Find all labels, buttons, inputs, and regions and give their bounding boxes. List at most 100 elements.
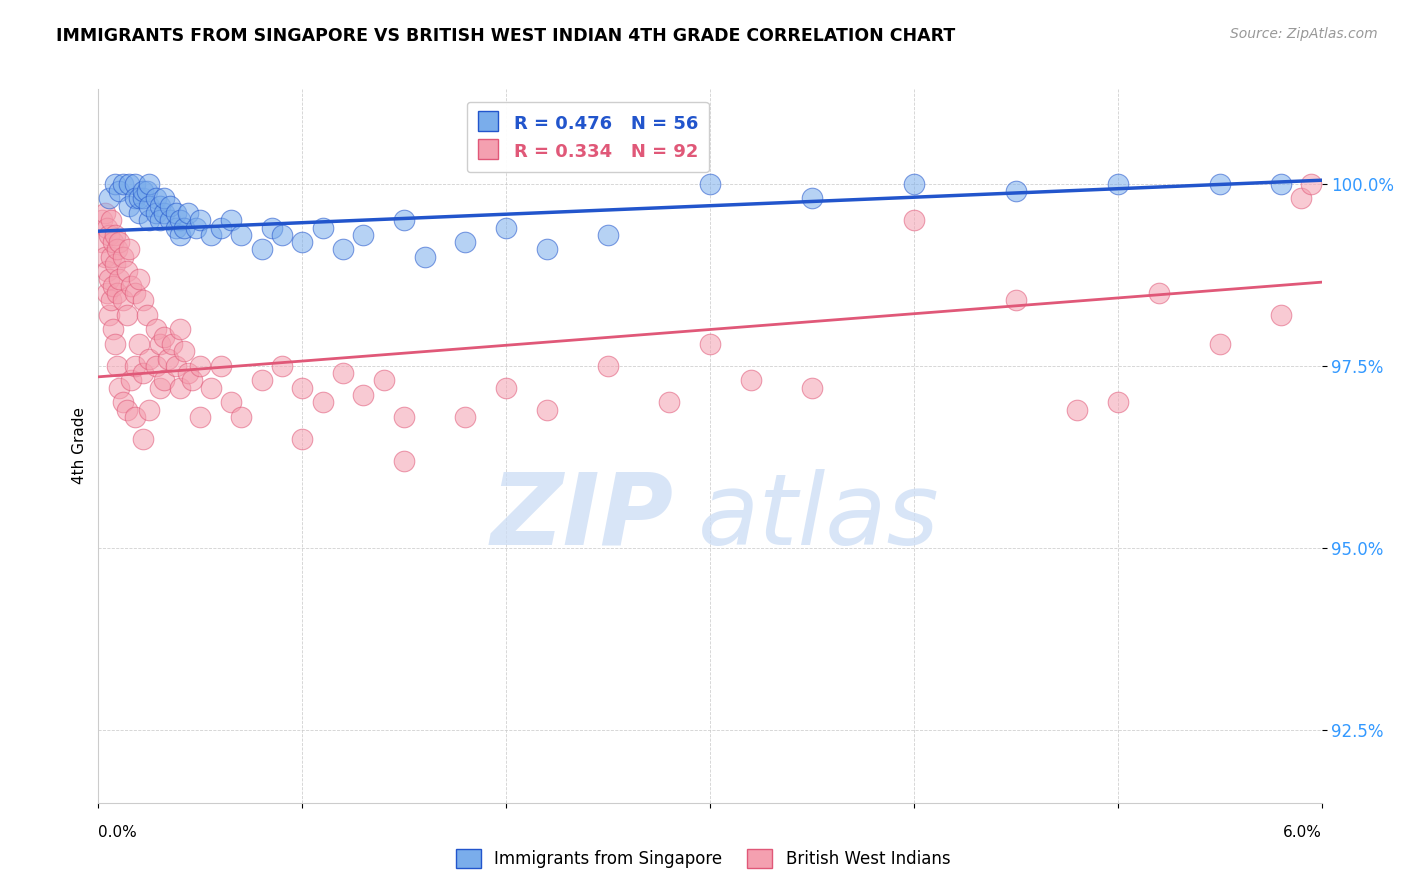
Point bbox=[1291, 191, 1313, 205]
Point bbox=[96, 286, 118, 301]
Point bbox=[132, 293, 155, 308]
Point bbox=[165, 206, 187, 220]
Point bbox=[152, 330, 174, 344]
Point bbox=[108, 235, 131, 249]
Point bbox=[136, 308, 159, 322]
Point bbox=[1301, 177, 1323, 191]
Point bbox=[104, 177, 127, 191]
Point bbox=[115, 402, 138, 417]
Point bbox=[128, 271, 150, 285]
Point bbox=[145, 191, 167, 205]
Point bbox=[104, 257, 127, 271]
Point bbox=[159, 213, 181, 227]
Point bbox=[165, 359, 187, 373]
Point bbox=[152, 206, 174, 220]
Point bbox=[495, 220, 517, 235]
Point bbox=[1066, 402, 1088, 417]
Point bbox=[118, 199, 141, 213]
Point bbox=[169, 381, 191, 395]
Point bbox=[200, 227, 222, 242]
Point bbox=[105, 286, 128, 301]
Point bbox=[152, 191, 174, 205]
Point bbox=[96, 264, 118, 278]
Point bbox=[173, 344, 195, 359]
Point bbox=[100, 293, 122, 308]
Point bbox=[1270, 177, 1292, 191]
Point bbox=[160, 337, 183, 351]
Point bbox=[108, 381, 131, 395]
Point bbox=[454, 235, 477, 249]
Point bbox=[260, 220, 283, 235]
Y-axis label: 4th Grade: 4th Grade bbox=[72, 408, 87, 484]
Point bbox=[128, 337, 150, 351]
Point bbox=[291, 432, 314, 446]
Point bbox=[111, 293, 134, 308]
Text: atlas: atlas bbox=[697, 469, 939, 566]
Point bbox=[124, 177, 146, 191]
Text: 6.0%: 6.0% bbox=[1282, 825, 1322, 840]
Point bbox=[352, 227, 374, 242]
Point bbox=[169, 213, 191, 227]
Point bbox=[413, 250, 436, 264]
Point bbox=[128, 191, 150, 205]
Point bbox=[149, 213, 172, 227]
Point bbox=[801, 191, 824, 205]
Point bbox=[209, 220, 232, 235]
Point bbox=[1004, 184, 1026, 198]
Point bbox=[101, 278, 124, 293]
Point bbox=[132, 366, 155, 380]
Point bbox=[209, 359, 232, 373]
Point bbox=[250, 374, 273, 388]
Point bbox=[392, 409, 416, 424]
Point bbox=[1208, 177, 1230, 191]
Point bbox=[97, 191, 120, 205]
Point bbox=[159, 199, 181, 213]
Point bbox=[149, 381, 172, 395]
Point bbox=[138, 199, 160, 213]
Text: Source: ZipAtlas.com: Source: ZipAtlas.com bbox=[1230, 27, 1378, 41]
Point bbox=[118, 177, 141, 191]
Point bbox=[454, 409, 477, 424]
Point bbox=[124, 409, 146, 424]
Point bbox=[270, 227, 292, 242]
Point bbox=[128, 206, 150, 220]
Point bbox=[152, 374, 174, 388]
Point bbox=[250, 243, 273, 257]
Point bbox=[188, 213, 211, 227]
Point bbox=[97, 308, 120, 322]
Point bbox=[903, 177, 925, 191]
Point bbox=[100, 250, 122, 264]
Point bbox=[311, 395, 335, 409]
Point bbox=[138, 213, 160, 227]
Point bbox=[111, 395, 134, 409]
Point bbox=[173, 220, 195, 235]
Point bbox=[91, 213, 114, 227]
Point bbox=[124, 286, 146, 301]
Point bbox=[229, 227, 253, 242]
Point bbox=[1004, 293, 1026, 308]
Point bbox=[111, 177, 134, 191]
Point bbox=[124, 359, 146, 373]
Point bbox=[596, 359, 619, 373]
Point bbox=[801, 381, 824, 395]
Point bbox=[132, 191, 155, 205]
Point bbox=[311, 220, 335, 235]
Point bbox=[392, 213, 416, 227]
Point bbox=[145, 359, 167, 373]
Point bbox=[136, 184, 159, 198]
Text: IMMIGRANTS FROM SINGAPORE VS BRITISH WEST INDIAN 4TH GRADE CORRELATION CHART: IMMIGRANTS FROM SINGAPORE VS BRITISH WES… bbox=[56, 27, 956, 45]
Point bbox=[96, 220, 118, 235]
Point bbox=[138, 177, 160, 191]
Point bbox=[111, 250, 134, 264]
Point bbox=[332, 243, 354, 257]
Point bbox=[536, 402, 558, 417]
Point bbox=[115, 308, 138, 322]
Point bbox=[118, 243, 141, 257]
Point bbox=[291, 381, 314, 395]
Point bbox=[108, 271, 131, 285]
Point bbox=[181, 374, 204, 388]
Point bbox=[658, 395, 681, 409]
Point bbox=[219, 395, 242, 409]
Point bbox=[536, 243, 558, 257]
Point bbox=[188, 359, 211, 373]
